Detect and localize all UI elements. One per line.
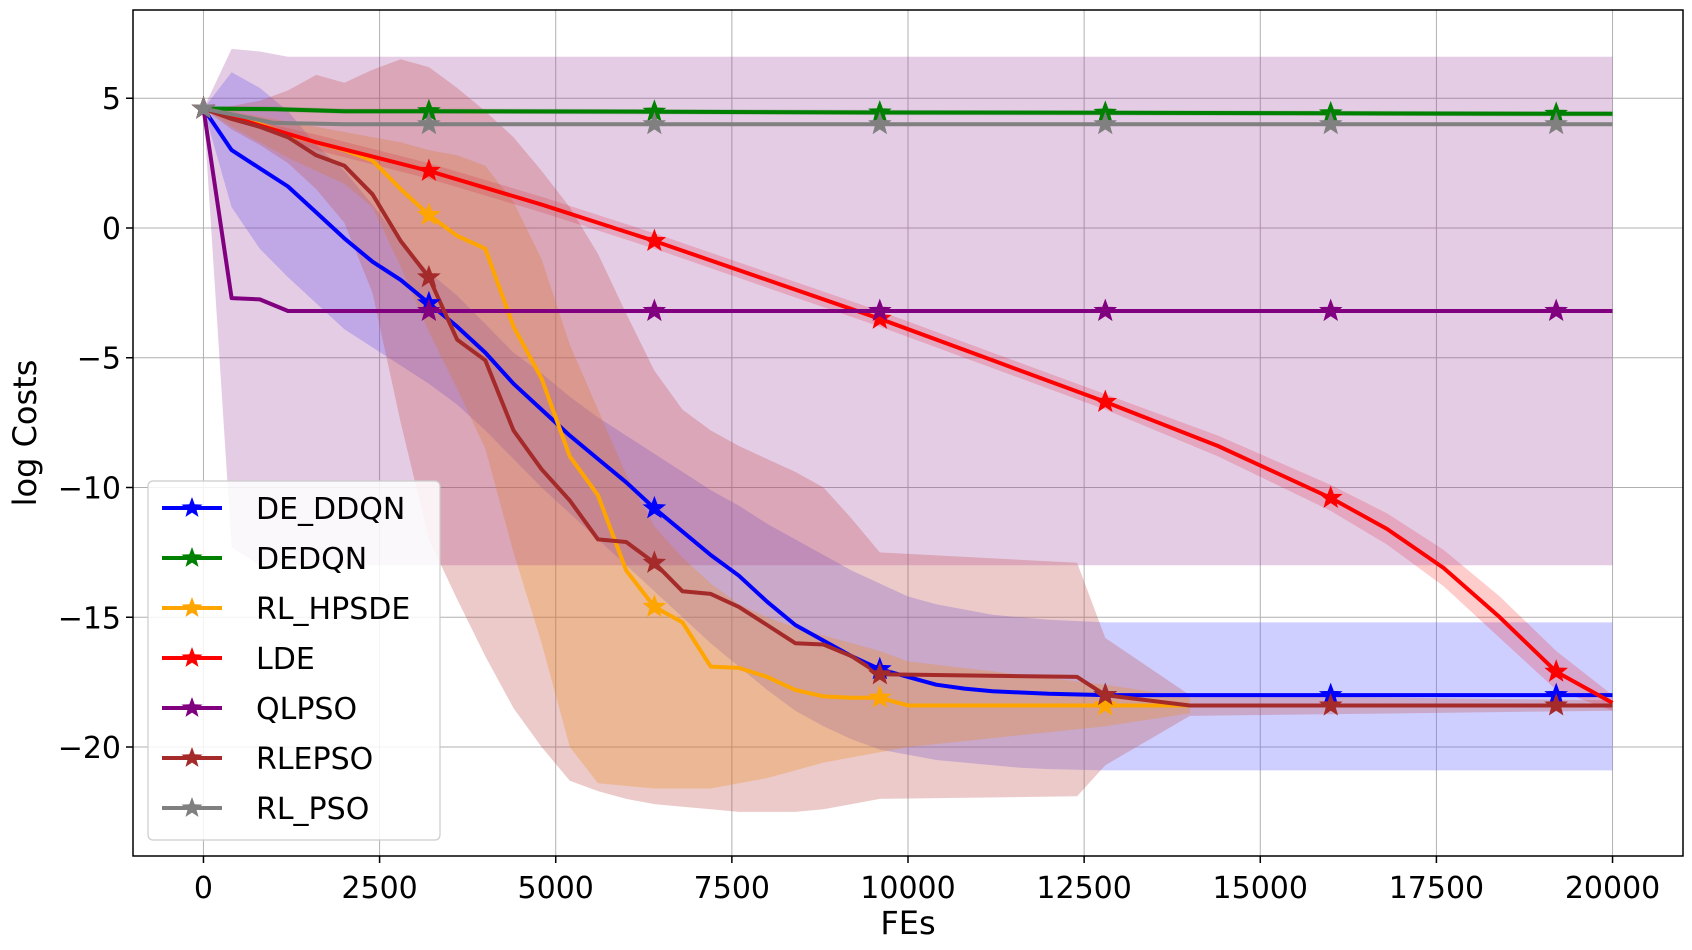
marker-rlepso — [1093, 682, 1118, 706]
marker-qlpso — [868, 298, 892, 322]
y-tick-label: −5 — [77, 342, 121, 377]
legend-marker — [181, 547, 203, 567]
legend-entry: DE_DDQN — [256, 492, 405, 527]
marker-rlepso — [642, 550, 667, 573]
x-axis-ticks: 0 2500 5000 7500 10000 12500 15000 17500 20000 — [194, 856, 1660, 906]
line-dedqn — [203, 106, 1613, 116]
legend-entry: LDE — [256, 642, 315, 677]
band-rl_hpsde — [203, 108, 1190, 789]
marker-rlepso — [417, 264, 441, 288]
y-axis-ticks: 5 0 −5 −10 −15 −20 — [58, 82, 133, 766]
marker-qlpso — [417, 298, 441, 322]
marker-rl_pso — [417, 111, 441, 135]
confidence-bands — [203, 48, 1613, 812]
x-tick-label: 2500 — [341, 871, 417, 906]
band-rlepso — [203, 59, 1613, 812]
x-tick-label: 20000 — [1565, 871, 1660, 906]
legend-marker — [181, 647, 203, 667]
marker-rlepso — [1544, 693, 1568, 716]
marker-rl_hpsde — [642, 594, 667, 617]
marker-rl_pso — [868, 111, 892, 135]
y-tick-label: −10 — [58, 471, 121, 506]
marker-lde — [1093, 389, 1118, 412]
legend-entry: RL_HPSDE — [256, 592, 410, 627]
legend-marker — [181, 797, 203, 817]
marker-qlpso — [1544, 298, 1568, 322]
y-axis-label: log Costs — [6, 360, 44, 507]
line-rl_pso — [203, 106, 1613, 127]
marker-rl_hpsde — [1093, 693, 1118, 716]
x-tick-label: 7500 — [694, 871, 770, 906]
marker-rlepso — [1318, 693, 1343, 716]
marker-lde — [1318, 485, 1343, 508]
legend-marker — [181, 697, 203, 717]
line-lde — [202, 106, 1614, 705]
y-tick-label: −15 — [58, 601, 121, 636]
x-tick-label: 5000 — [518, 871, 594, 906]
line-de_ddqn — [201, 107, 1613, 698]
marker-de_ddqn — [642, 495, 667, 519]
marker-rl_pso — [1093, 111, 1118, 135]
marker-lde — [868, 306, 892, 329]
marker-rl_pso — [642, 111, 667, 135]
line-rlepso — [202, 106, 1613, 708]
legend-entry: RLEPSO — [256, 742, 373, 777]
band-qlpso — [203, 48, 1613, 566]
marker-rl_hpsde — [868, 685, 892, 708]
marker-rl_pso — [191, 96, 216, 119]
marker-rlepso — [868, 661, 892, 685]
x-tick-label: 17500 — [1389, 871, 1484, 906]
y-tick-label: 5 — [102, 82, 121, 117]
marker-rl_hpsde — [417, 202, 441, 226]
x-tick-label: 0 — [194, 871, 213, 906]
x-tick-label: 15000 — [1213, 871, 1308, 906]
marker-lde — [642, 228, 667, 252]
series-markers — [191, 96, 1568, 716]
legend-entry: RL_PSO — [256, 792, 369, 827]
marker-qlpso — [1093, 298, 1118, 322]
legend-marker — [181, 747, 203, 767]
band-de_ddqn — [203, 72, 1613, 771]
x-axis-label: FEs — [880, 904, 935, 942]
legend-box — [147, 480, 441, 841]
marker-qlpso — [1318, 298, 1343, 322]
marker-rl_pso — [1544, 111, 1568, 135]
y-tick-label: −20 — [58, 731, 121, 766]
legend-entry: QLPSO — [256, 692, 357, 727]
marker-lde — [417, 158, 441, 181]
legend-entry: DEDQN — [256, 542, 367, 577]
legend: DE_DDQN DEDQN RL_HPSDE LDE QLPSO RLEPSO RL_PSO — [147, 480, 441, 841]
marker-qlpso — [642, 298, 667, 322]
marker-lde — [1544, 659, 1568, 682]
legend-marker — [181, 497, 203, 517]
x-tick-label: 10000 — [860, 871, 955, 906]
x-tick-label: 12500 — [1036, 871, 1131, 906]
legend-marker — [181, 597, 203, 617]
y-tick-label: 0 — [102, 212, 121, 247]
marker-rl_pso — [1318, 111, 1343, 135]
